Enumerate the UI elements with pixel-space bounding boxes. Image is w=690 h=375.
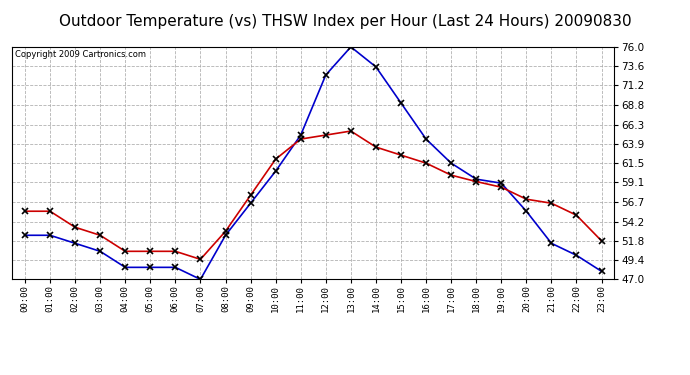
Text: Outdoor Temperature (vs) THSW Index per Hour (Last 24 Hours) 20090830: Outdoor Temperature (vs) THSW Index per … <box>59 14 631 29</box>
Text: Copyright 2009 Cartronics.com: Copyright 2009 Cartronics.com <box>15 50 146 59</box>
